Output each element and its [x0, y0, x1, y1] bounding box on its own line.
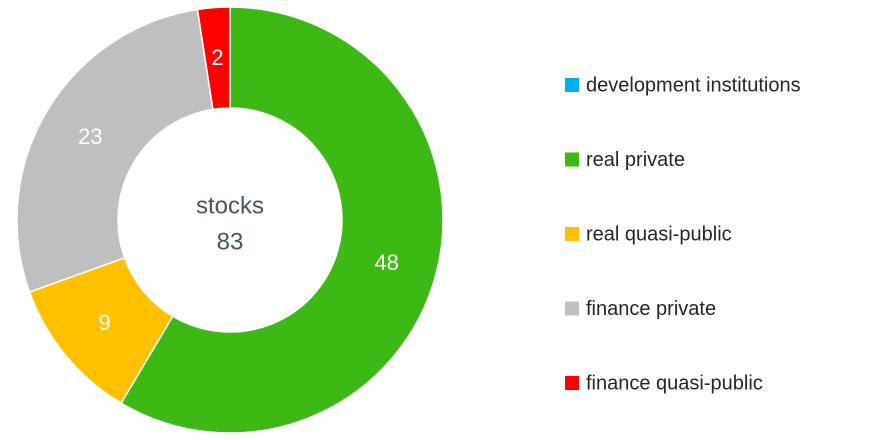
center-value: 83 [217, 228, 244, 255]
legend-swatch [565, 376, 579, 390]
legend-swatch [565, 227, 579, 241]
slice [120, 6, 444, 434]
data-label: 23 [78, 124, 102, 149]
legend-swatch [565, 78, 579, 92]
slice [196, 6, 231, 111]
slice [16, 8, 214, 293]
center-label: stocks [196, 192, 264, 219]
data-label: 9 [99, 310, 111, 335]
legend-label: finance private [586, 298, 716, 320]
legend-label: real quasi-public [586, 223, 732, 245]
data-label: 2 [211, 45, 223, 70]
legend-label: finance quasi-public [586, 372, 763, 394]
legend-label: real private [586, 149, 685, 171]
data-label: 48 [374, 250, 398, 275]
legend-swatch [565, 301, 579, 316]
legend-swatch [565, 152, 579, 167]
legend-label: development institutions [586, 74, 801, 96]
